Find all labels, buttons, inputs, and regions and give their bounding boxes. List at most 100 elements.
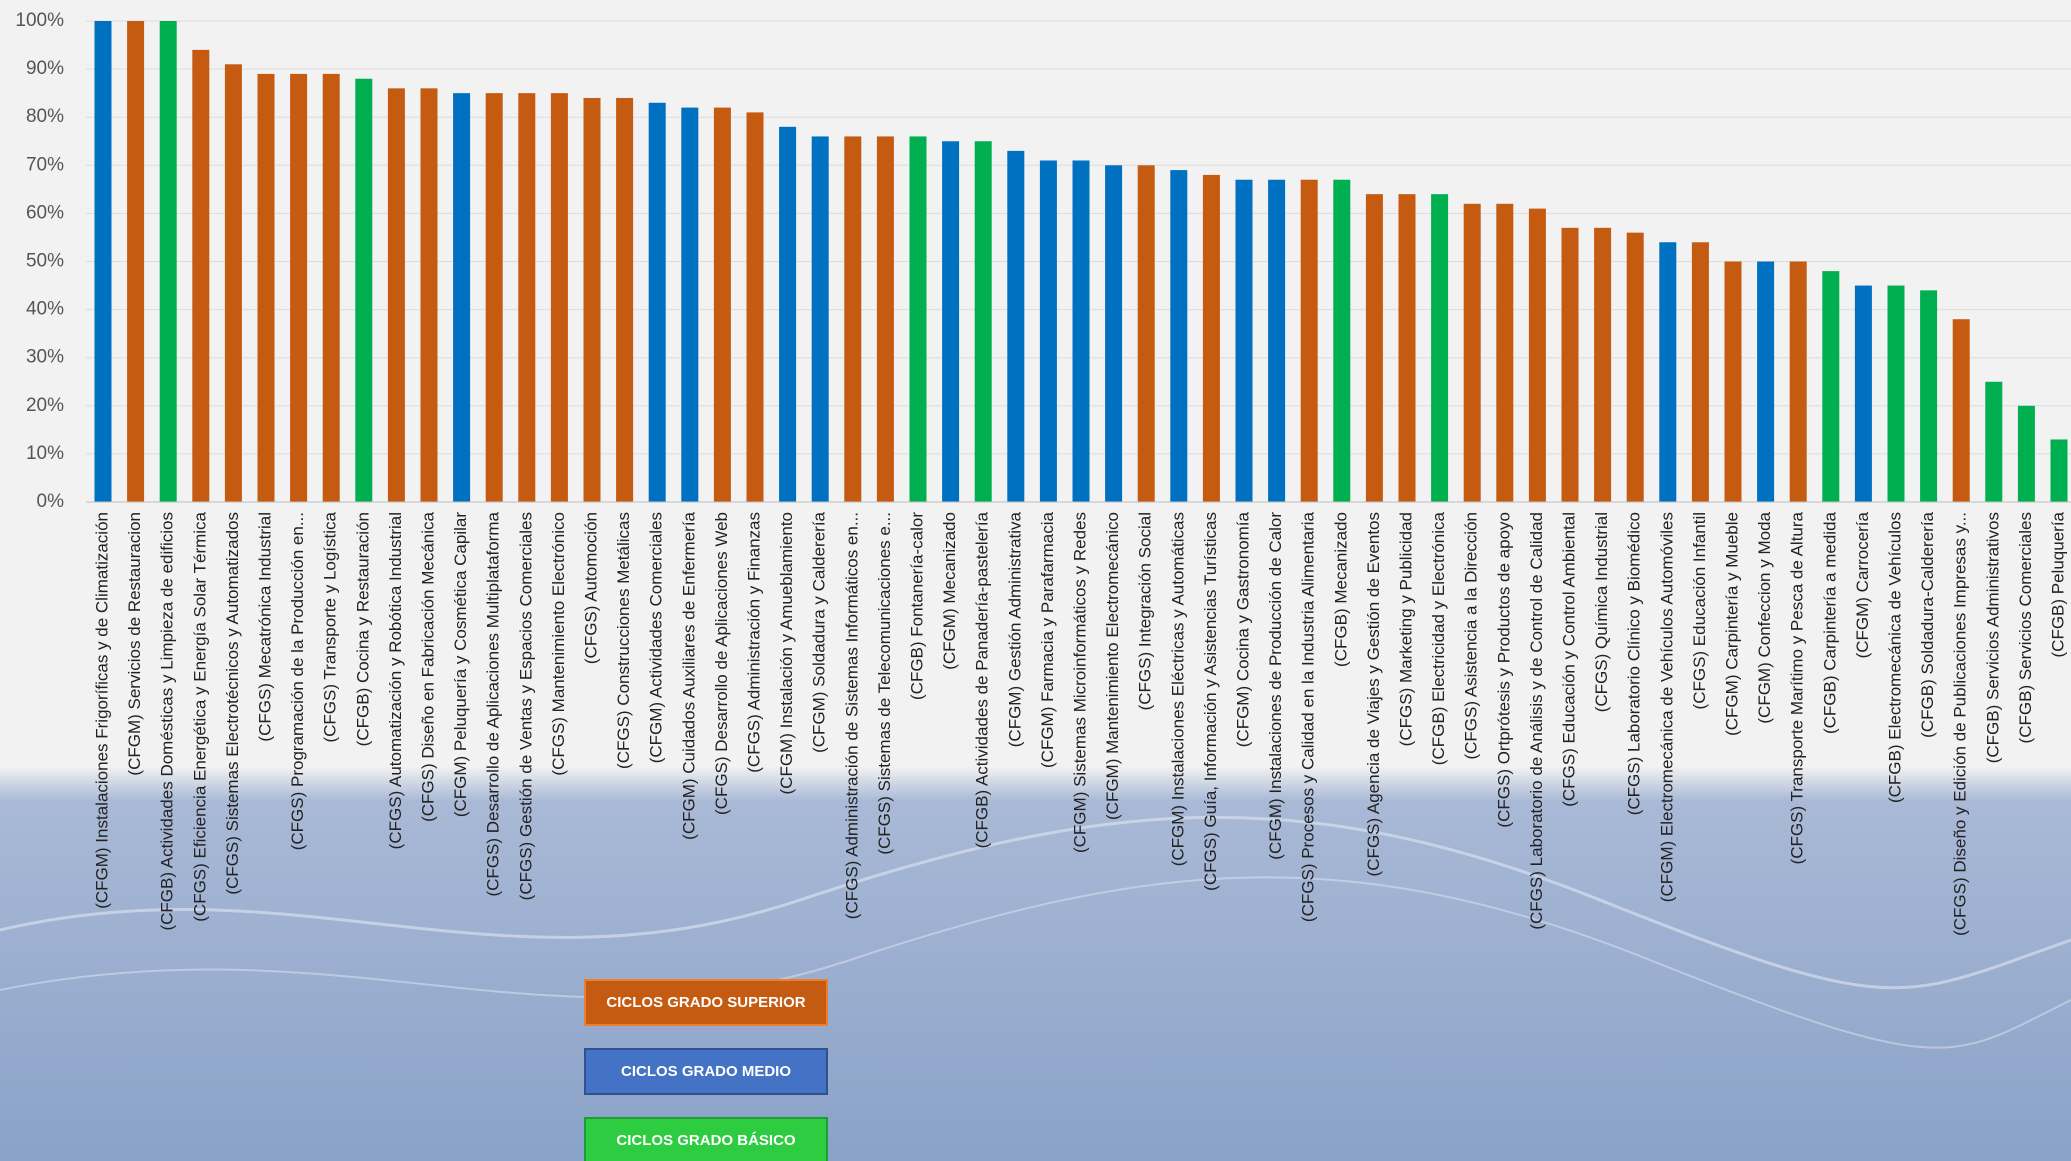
bar — [942, 141, 959, 502]
y-tick-label: 90% — [26, 58, 64, 79]
x-tick-label: (CFGM) Mecanizado — [940, 512, 959, 670]
bar — [1953, 319, 1970, 502]
x-tick-label: (CFGS) Administración de Sistemas Inform… — [842, 512, 861, 919]
x-tick-label: (CFGS) Sistemas de Telecomunicaciones e.… — [875, 512, 894, 855]
x-tick-label: (CFGM) Cuidados Auxiliares de Enfermería — [679, 511, 698, 839]
chart: 0%10%20%30%40%50%60%70%80%90%100%(CFGM) … — [0, 0, 2071, 1161]
x-tick-label: (CFGS) Automatización y Robótica Industr… — [386, 512, 405, 849]
bar — [1268, 180, 1285, 502]
x-tick-label: (CFGM) Instalación y Amueblamiento — [777, 512, 796, 795]
y-tick-label: 80% — [26, 106, 64, 127]
x-tick-label: (CFGS) Transporte Marítimo y Pesca de Al… — [1788, 511, 1807, 864]
bar — [388, 88, 405, 502]
x-tick-label: (CFGS) Laboratorio Clínico y Biomédico — [1625, 512, 1644, 815]
x-tick-label: (CFGS) Gestión de Ventas y Espacios Come… — [516, 512, 535, 900]
x-tick-label: (CFGB) Electricidad y Electrónica — [1429, 511, 1448, 765]
legend-label: CICLOS GRADO SUPERIOR — [606, 994, 805, 1011]
bar — [681, 108, 698, 502]
bar — [910, 136, 927, 502]
bar — [779, 127, 796, 502]
x-tick-label: (CFGS) Química Industrial — [1592, 512, 1611, 712]
x-tick-label: (CFGS) Diseño en Fabricación Mecánica — [418, 511, 437, 821]
x-tick-label: (CFGS) Asistencia a la Dirección — [1462, 512, 1481, 760]
x-tick-label: (CFGS) Programación de la Producción en.… — [288, 512, 307, 850]
x-tick-label: (CFGM) Soldadura y Calderería — [810, 511, 829, 752]
bar — [1757, 262, 1774, 503]
x-tick-label: (CFGM) Sistemas Microinformáticos y Rede… — [1070, 512, 1089, 853]
bar — [714, 108, 731, 502]
y-tick-label: 60% — [26, 202, 64, 223]
bar — [1725, 262, 1742, 503]
x-tick-label: (CFGM) Carpintería y Mueble — [1722, 512, 1741, 736]
x-tick-label: (CFGS) Educación Infantil — [1690, 512, 1709, 709]
x-tick-label: (CFGM) Electromecánica de Vehículos Auto… — [1657, 512, 1676, 902]
legend-label: CICLOS GRADO MEDIO — [621, 1063, 791, 1080]
bar — [225, 64, 242, 502]
bar — [1562, 228, 1579, 502]
bar — [1529, 209, 1546, 502]
bar — [1855, 286, 1872, 502]
bar — [1790, 262, 1807, 503]
y-tick-label: 50% — [26, 251, 64, 272]
x-tick-label: (CFGM) Instalaciones de Producción de Ca… — [1266, 512, 1285, 860]
x-tick-label: (CFGS) Guía, Información y Asistencias T… — [1201, 512, 1220, 891]
bar — [2051, 439, 2068, 502]
bar — [127, 21, 144, 502]
y-tick-label: 30% — [26, 347, 64, 368]
bar — [1594, 228, 1611, 502]
x-tick-label: (CFGB) Actividades de Panadería-pasteler… — [973, 511, 992, 848]
y-tick-label: 0% — [37, 491, 65, 512]
bar — [649, 103, 666, 502]
bar — [95, 21, 112, 502]
x-tick-label: (CFGS) Agencia de Viajes y Gestión de Ev… — [1364, 512, 1383, 876]
x-tick-label: (CFGB) Mecanizado — [1331, 512, 1350, 667]
x-tick-label: (CFGB) Servicios Administrativos — [1983, 512, 2002, 763]
bar — [1203, 175, 1220, 502]
x-tick-label: (CFGS) Mantenimiento Electrónico — [549, 512, 568, 776]
bar — [812, 136, 829, 502]
bar — [258, 74, 275, 502]
x-tick-label: (CFGS) Administración y Finanzas — [744, 512, 763, 773]
bar — [290, 74, 307, 502]
bar — [453, 93, 470, 502]
x-tick-label: (CFGM) Cocina y Gastronomía — [1233, 511, 1252, 747]
x-tick-label: (CFGB) Actividades Domésticas y Limpieza… — [158, 512, 177, 931]
y-tick-label: 100% — [15, 10, 64, 31]
bar — [584, 98, 601, 502]
x-tick-label: (CFGS) Desarrollo de Aplicaciones Web — [712, 512, 731, 815]
bar — [486, 93, 503, 502]
bar — [323, 74, 340, 502]
bar — [844, 136, 861, 502]
x-tick-label: (CFGS) Ortprótesis y Productos de apoyo — [1494, 512, 1513, 828]
x-tick-label: (CFGS) Diseño y Edición de Publicaciones… — [1951, 512, 1970, 936]
x-tick-label: (CFGB) Servicios Comerciales — [2016, 512, 2035, 743]
y-tick-label: 10% — [26, 443, 64, 464]
x-tick-label: (CFGM) Servicios de Restauracion — [125, 512, 144, 776]
x-tick-label: (CFGS) Sistemas Electrotécnicos y Automa… — [223, 512, 242, 895]
bar — [975, 141, 992, 502]
bar — [747, 112, 764, 502]
bar — [1692, 242, 1709, 502]
bar — [1301, 180, 1318, 502]
legend-label: CICLOS GRADO BÁSICO — [616, 1132, 796, 1149]
x-tick-label: (CFGB) Carpintería a medida — [1820, 511, 1839, 734]
bar — [1627, 233, 1644, 502]
x-tick-label: (CFGM) Gestión Administrativa — [1005, 511, 1024, 747]
x-tick-label: (CFGB) Soldadura-Calderería — [1918, 511, 1937, 737]
bar — [1170, 170, 1187, 502]
bar — [551, 93, 568, 502]
x-tick-label: (CFGS) Educación y Control Ambiental — [1559, 512, 1578, 807]
y-tick-label: 40% — [26, 299, 64, 320]
x-tick-label: (CFGM) Mantenimiento Electromecánico — [1103, 512, 1122, 820]
bar — [2018, 406, 2035, 502]
bar — [1920, 290, 1937, 502]
bar — [1464, 204, 1481, 502]
y-tick-label: 20% — [26, 395, 64, 416]
x-tick-label: (CFGS) Transporte y Logística — [321, 511, 340, 742]
bar — [421, 88, 438, 502]
x-tick-label: (CFGS) Laboratorio de Análisis y de Cont… — [1527, 512, 1546, 930]
bar — [1138, 165, 1155, 502]
bar — [1073, 160, 1090, 502]
x-tick-label: (CFGM) Peluquería y Cosmética Capilar — [451, 512, 470, 817]
bar — [1040, 160, 1057, 502]
